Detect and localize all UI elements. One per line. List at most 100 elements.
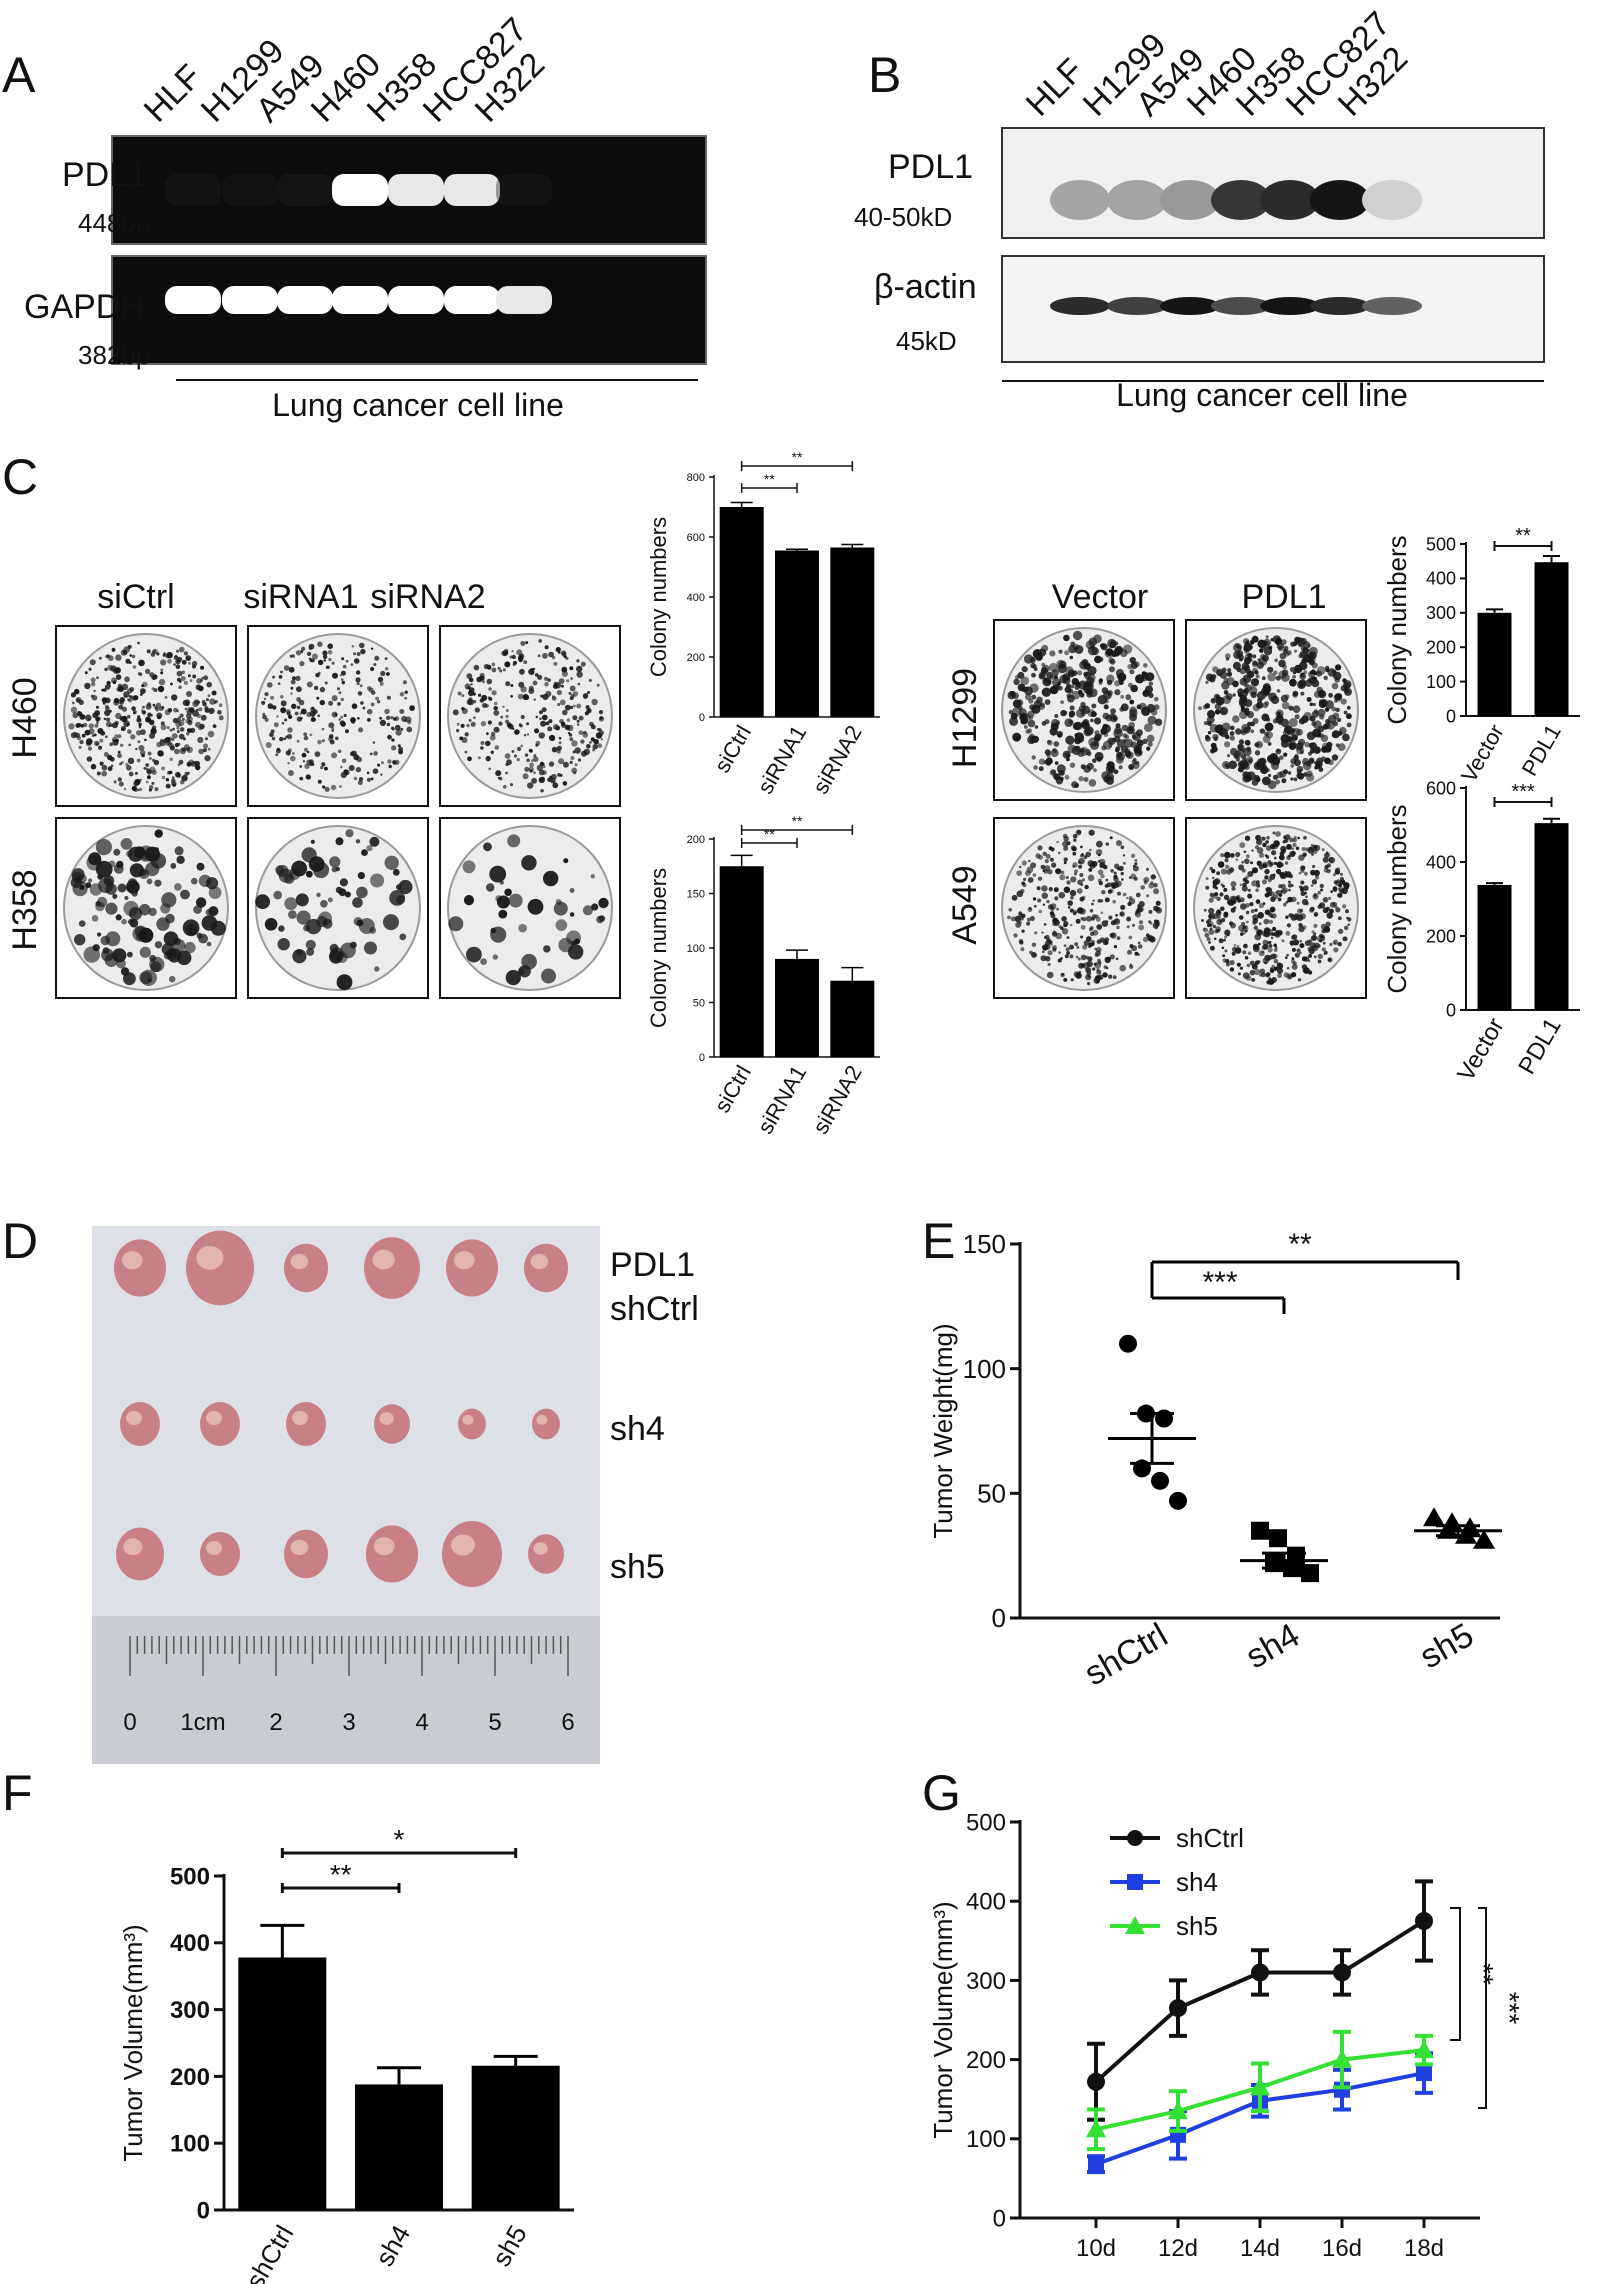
colony: [1109, 714, 1118, 723]
colony: [1123, 861, 1126, 865]
colony: [202, 701, 207, 707]
colony: [1225, 959, 1230, 964]
tumor: [442, 1521, 502, 1587]
colony: [1241, 885, 1248, 892]
colony: [357, 780, 363, 786]
data-point: [1416, 2065, 1432, 2082]
colony: [321, 739, 325, 743]
bar: [719, 866, 764, 1057]
colony: [1334, 677, 1340, 683]
colony: [580, 661, 586, 667]
colony: [1224, 741, 1231, 748]
colony: [1269, 967, 1274, 971]
colony: [566, 718, 571, 722]
colony: [338, 718, 341, 721]
colony: [1306, 773, 1315, 782]
colony: [1113, 871, 1117, 875]
colony: [1281, 778, 1287, 784]
colony: [1122, 854, 1126, 857]
colony: [115, 914, 122, 921]
ruler-ticks: 0 1cm 2 3 4 5 6: [123, 1636, 575, 1736]
colony: [506, 759, 512, 766]
colony: [1038, 766, 1044, 772]
colony: [140, 688, 146, 694]
colony: [1116, 674, 1121, 679]
colony: [271, 736, 276, 741]
colony: [1268, 692, 1277, 702]
colony: [1217, 915, 1221, 919]
colony: [1322, 941, 1326, 945]
colony: [159, 740, 166, 747]
colony: [564, 704, 571, 711]
colony: [485, 740, 491, 747]
colony: [1154, 718, 1163, 726]
colony: [1108, 915, 1113, 920]
colony: [1274, 760, 1280, 766]
colony: [351, 703, 358, 709]
colony: [1101, 920, 1109, 927]
colony: [99, 738, 104, 743]
colony: [139, 946, 151, 958]
colony: [160, 659, 167, 666]
colony: [145, 763, 149, 767]
colony: [78, 699, 84, 706]
colony: [1292, 674, 1296, 679]
colony: [1244, 858, 1250, 865]
sig-label: **: [330, 1859, 352, 1890]
colony: [1135, 674, 1145, 684]
colony: [1336, 867, 1341, 871]
colony: [1271, 850, 1277, 856]
colony: [591, 903, 599, 911]
x-tick-label: 12d: [1158, 2235, 1198, 2262]
colony: [1281, 701, 1290, 710]
colony: [176, 670, 183, 677]
colony: [1314, 875, 1320, 880]
colony: [306, 947, 315, 956]
colony: [1261, 945, 1267, 951]
colony: [171, 733, 178, 739]
colony: [1137, 941, 1141, 945]
colony: [121, 918, 127, 925]
colony: [207, 747, 211, 751]
y-tick-label: 400: [1426, 852, 1456, 872]
colony: [479, 675, 483, 679]
gel-band: [496, 286, 552, 314]
colony: [1037, 898, 1042, 903]
colony: [387, 759, 392, 764]
colony: [1305, 847, 1310, 852]
colony: [1068, 710, 1076, 717]
colony: [1102, 723, 1109, 730]
colony: [133, 711, 136, 715]
colony: [514, 729, 520, 735]
colony: [1247, 893, 1253, 899]
colony: [1288, 880, 1291, 884]
colony: [324, 786, 330, 792]
ruler-label: 6: [561, 1709, 574, 1736]
colony: [524, 753, 529, 757]
colony: [1255, 835, 1260, 841]
colony: [95, 839, 112, 856]
blot-band: [1160, 297, 1220, 315]
colony: [518, 723, 522, 727]
tumor: [186, 1230, 254, 1306]
colony: [1209, 945, 1215, 951]
colony: [1206, 716, 1215, 724]
sig-bracket: [1478, 1907, 1487, 2109]
colony: [1300, 887, 1304, 892]
colony: [1088, 637, 1098, 647]
colony: [1267, 780, 1277, 790]
colony: [1073, 909, 1078, 915]
colony: [1219, 892, 1224, 897]
colony: [1073, 838, 1077, 842]
colony: [267, 682, 273, 688]
colony: [1083, 777, 1089, 782]
panel-letter-e: E: [922, 1213, 955, 1269]
colony: [351, 645, 355, 648]
colony: [183, 680, 188, 685]
colony: [101, 697, 108, 703]
colony: [1112, 899, 1116, 904]
caption-a: Lung cancer cell line: [272, 387, 564, 423]
colony: [1032, 873, 1037, 877]
colony: [1054, 896, 1059, 901]
